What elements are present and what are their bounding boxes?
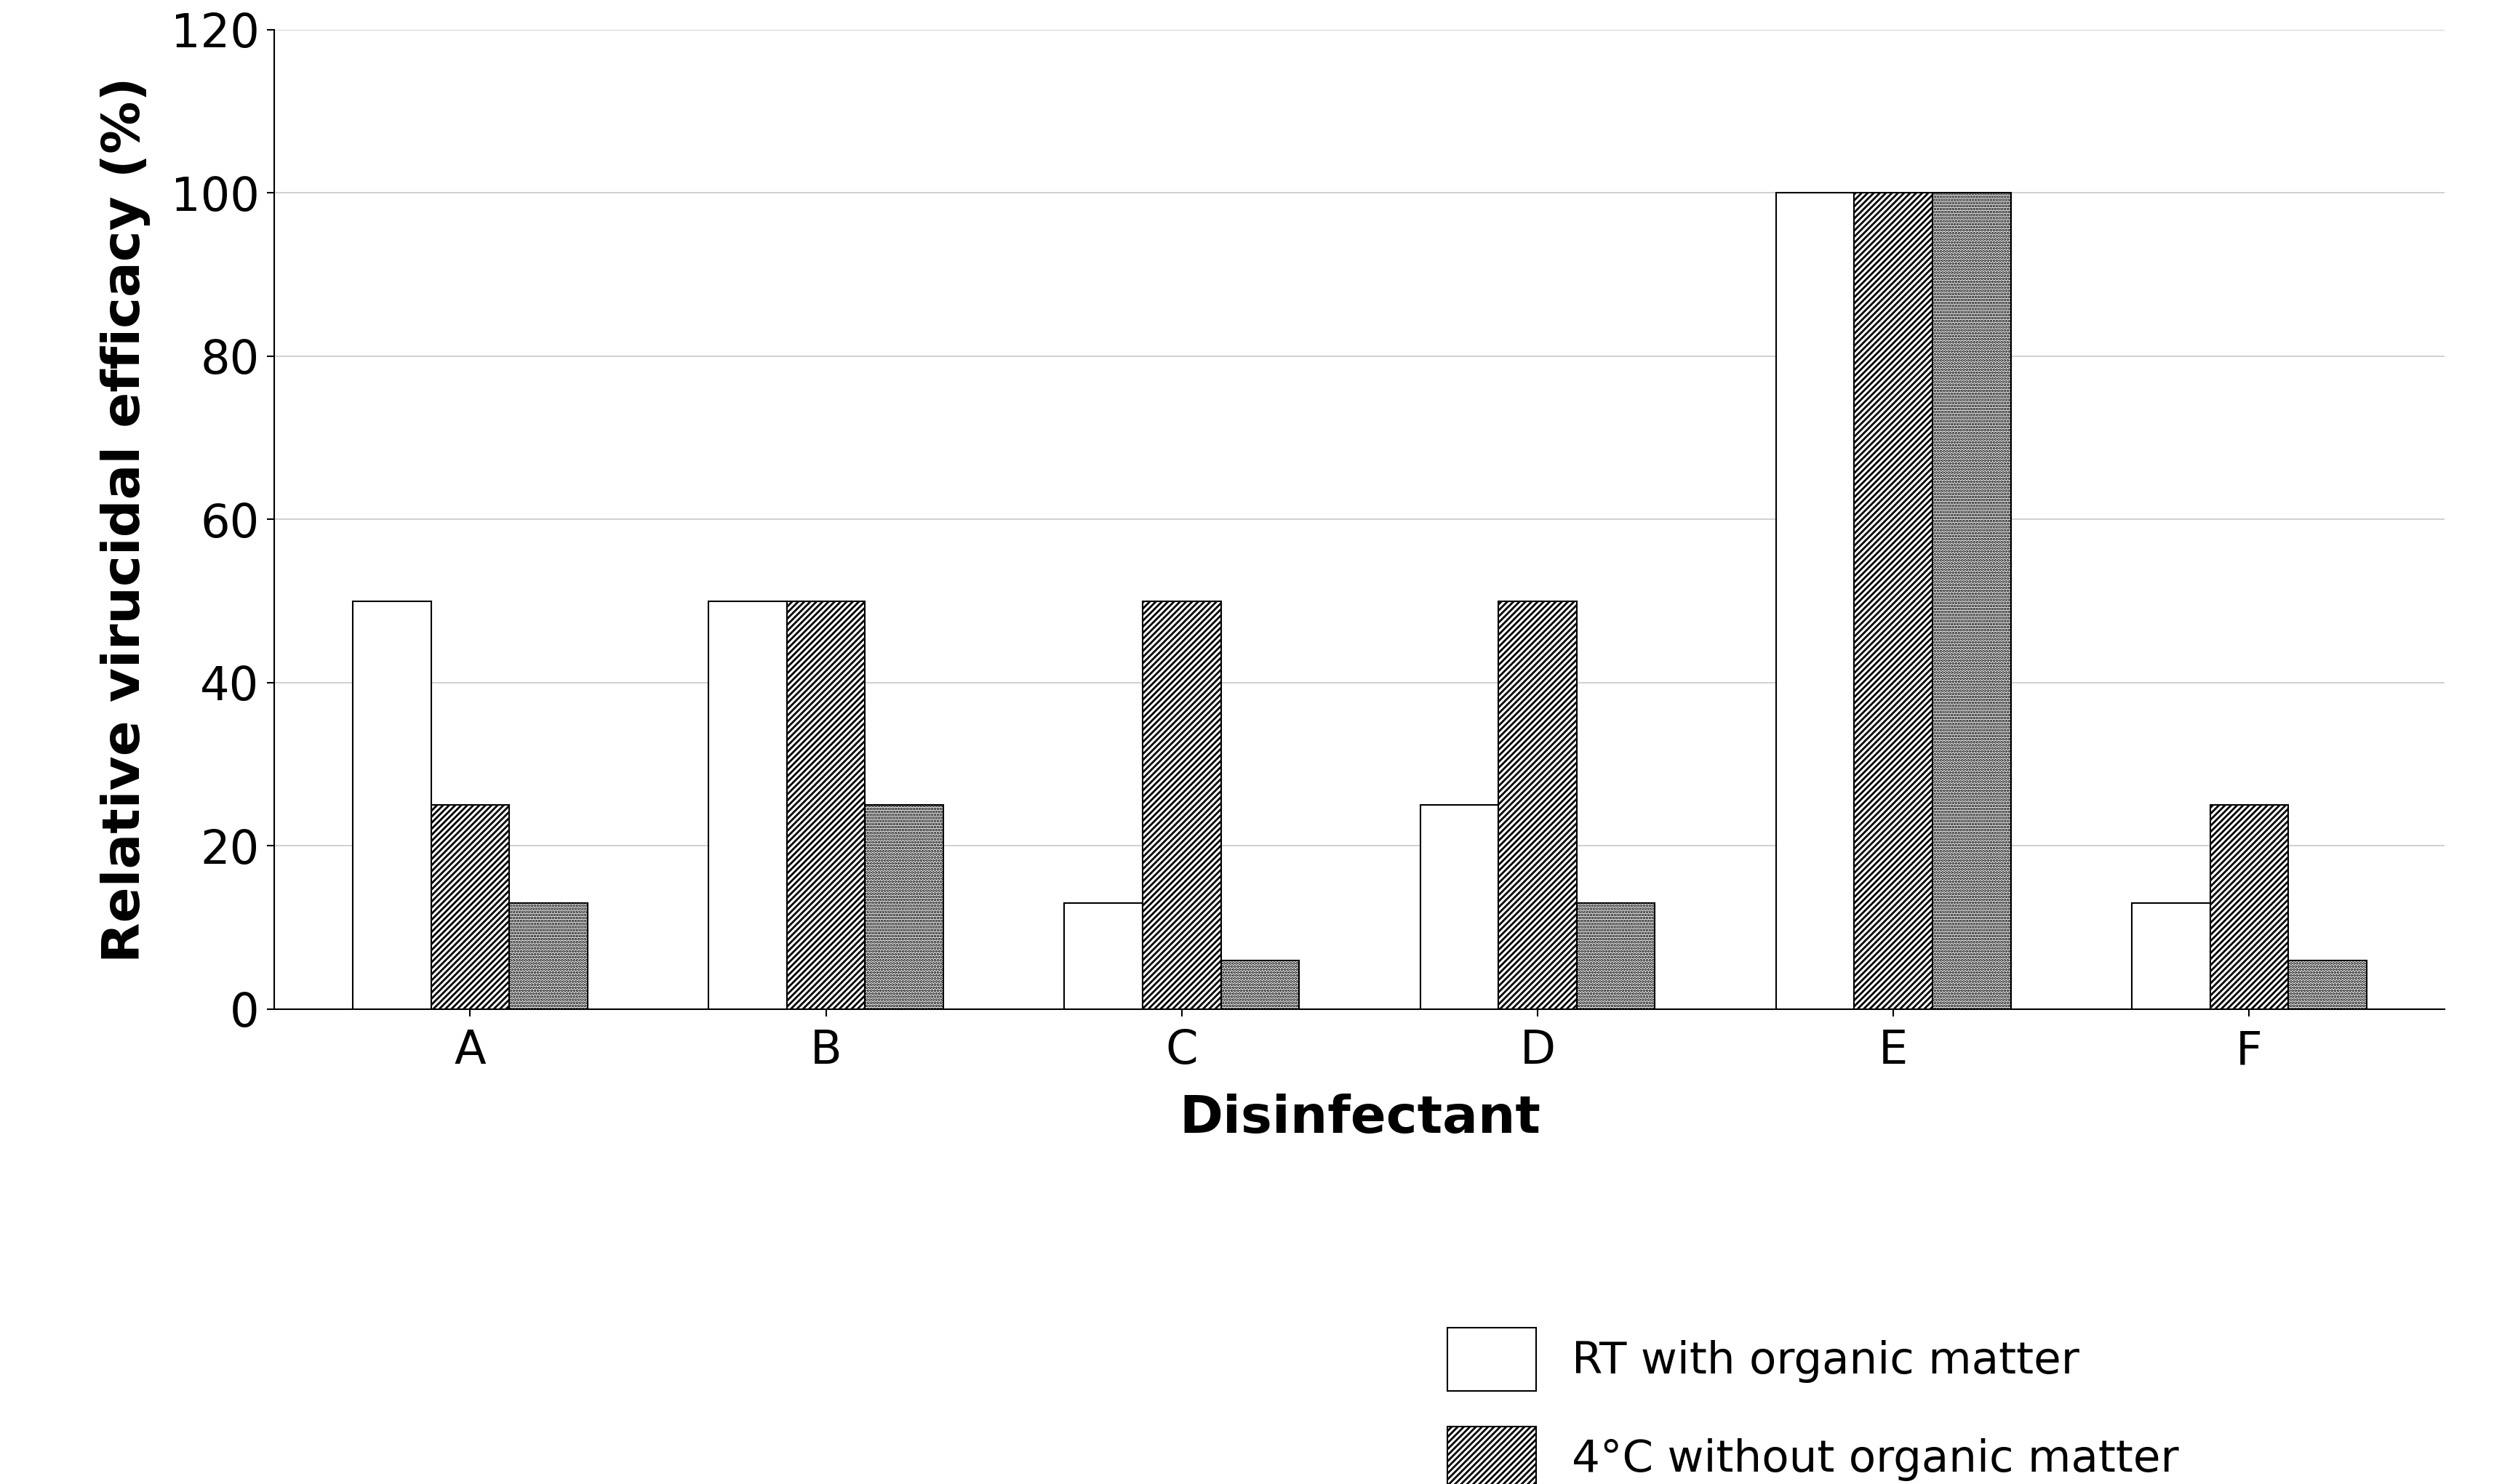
- Bar: [1499, 601, 1576, 1009]
- Bar: [865, 804, 943, 1009]
- Bar: [1142, 601, 1220, 1009]
- Bar: [431, 804, 509, 1009]
- Bar: [708, 601, 786, 1009]
- Bar: [2287, 960, 2367, 1009]
- Bar: [2210, 804, 2287, 1009]
- Bar: [1065, 902, 1142, 1009]
- Bar: [2130, 902, 2210, 1009]
- Bar: [1853, 193, 1933, 1009]
- Bar: [1776, 193, 1853, 1009]
- Bar: [1220, 960, 1299, 1009]
- Bar: [1576, 902, 1654, 1009]
- Legend: RT with organic matter, 4°C without organic matter, 4°C with organic matter: RT with organic matter, 4°C without orga…: [1424, 1306, 2200, 1484]
- Bar: [786, 601, 865, 1009]
- Bar: [1933, 193, 2010, 1009]
- Bar: [1419, 804, 1499, 1009]
- X-axis label: Disinfectant: Disinfectant: [1180, 1094, 1539, 1144]
- Bar: [352, 601, 431, 1009]
- Bar: [509, 902, 589, 1009]
- Y-axis label: Relative virucidal efficacy (%): Relative virucidal efficacy (%): [100, 76, 150, 963]
